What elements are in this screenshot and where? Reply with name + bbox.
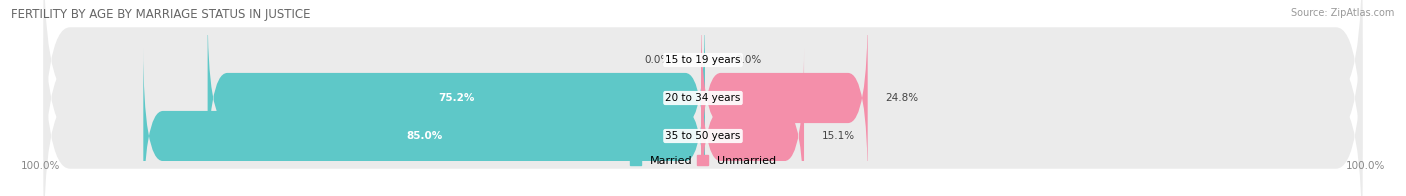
Text: 85.0%: 85.0% (406, 131, 443, 141)
Text: 24.8%: 24.8% (886, 93, 918, 103)
Text: 35 to 50 years: 35 to 50 years (665, 131, 741, 141)
Text: 100.0%: 100.0% (21, 161, 60, 171)
FancyBboxPatch shape (143, 47, 704, 196)
FancyBboxPatch shape (702, 47, 804, 196)
Text: 100.0%: 100.0% (1346, 161, 1385, 171)
FancyBboxPatch shape (702, 9, 868, 187)
Text: 0.0%: 0.0% (735, 55, 762, 65)
Text: FERTILITY BY AGE BY MARRIAGE STATUS IN JUSTICE: FERTILITY BY AGE BY MARRIAGE STATUS IN J… (11, 8, 311, 21)
FancyBboxPatch shape (44, 17, 1362, 196)
Legend: Married, Unmarried: Married, Unmarried (626, 151, 780, 170)
Text: 15.1%: 15.1% (821, 131, 855, 141)
Text: Source: ZipAtlas.com: Source: ZipAtlas.com (1291, 8, 1395, 18)
Text: 15 to 19 years: 15 to 19 years (665, 55, 741, 65)
FancyBboxPatch shape (44, 0, 1362, 179)
FancyBboxPatch shape (44, 0, 1362, 196)
Text: 75.2%: 75.2% (439, 93, 474, 103)
Text: 20 to 34 years: 20 to 34 years (665, 93, 741, 103)
FancyBboxPatch shape (208, 9, 704, 187)
Text: 0.0%: 0.0% (644, 55, 671, 65)
